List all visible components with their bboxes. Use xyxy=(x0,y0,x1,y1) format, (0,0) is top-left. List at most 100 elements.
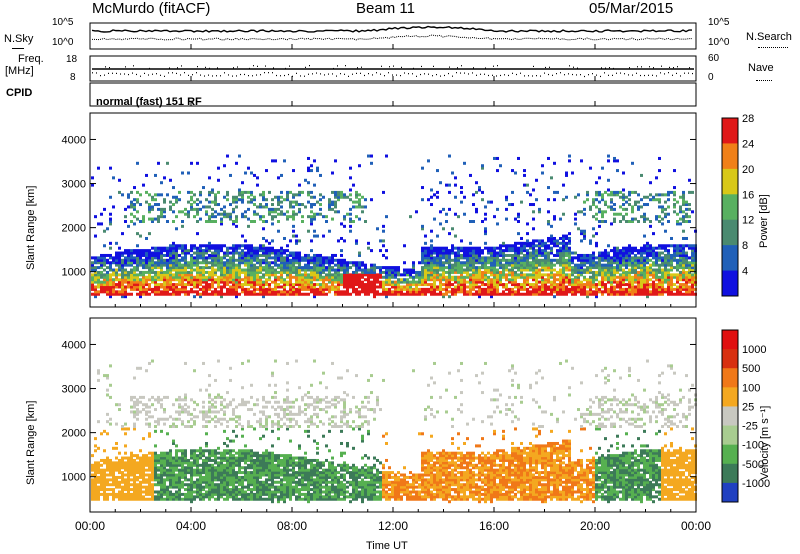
echo-cell xyxy=(532,256,535,260)
echo-cell xyxy=(151,454,154,458)
echo-cell xyxy=(541,171,544,175)
echo-cell xyxy=(178,275,181,279)
echo-cell xyxy=(253,275,256,279)
echo-cell xyxy=(274,195,277,199)
echo-cell xyxy=(487,268,490,272)
echo-cell xyxy=(91,495,94,499)
echo-cell xyxy=(391,280,394,284)
echo-cell xyxy=(244,253,247,257)
echo-cell xyxy=(421,266,424,270)
echo-cell xyxy=(418,275,421,279)
echo-cell xyxy=(196,207,199,211)
echo-cell xyxy=(553,253,556,257)
echo-cell xyxy=(136,249,139,253)
echo-cell xyxy=(553,198,556,202)
echo-cell xyxy=(172,273,175,277)
echo-cell xyxy=(649,220,652,224)
echo-cell xyxy=(106,280,109,284)
echo-cell xyxy=(517,275,520,279)
echo-cell xyxy=(670,253,673,257)
echo-cell xyxy=(523,258,526,262)
echo-cell xyxy=(448,285,451,289)
echo-cell xyxy=(598,270,601,274)
echo-cell xyxy=(334,200,337,204)
echo-cell xyxy=(295,266,298,270)
echo-cell xyxy=(373,290,376,294)
echo-cell xyxy=(430,266,433,270)
echo-cell xyxy=(256,249,259,253)
echo-cell xyxy=(148,266,151,270)
echo-cell xyxy=(544,246,547,250)
echo-cell xyxy=(211,275,214,279)
echo-cell xyxy=(508,263,511,267)
echo-cell xyxy=(580,263,583,267)
echo-cell xyxy=(370,280,373,284)
noise-traces xyxy=(91,25,693,41)
echo-cell xyxy=(553,217,556,221)
echo-cell xyxy=(475,285,478,289)
echo-cell xyxy=(481,278,484,282)
echo-cell xyxy=(175,490,178,494)
echo-cell xyxy=(625,256,628,260)
echo-cell xyxy=(346,263,349,267)
echo-cell xyxy=(430,246,433,250)
echo-cell xyxy=(547,275,550,279)
echo-cell xyxy=(631,292,634,296)
echo-cell xyxy=(133,268,136,272)
echo-cell xyxy=(622,246,625,250)
echo-cell xyxy=(493,261,496,265)
echo-cell xyxy=(328,200,331,204)
echo-cell xyxy=(529,273,532,277)
echo-cell xyxy=(637,249,640,253)
echo-cell xyxy=(604,220,607,224)
echo-cell xyxy=(568,273,571,277)
echo-cell xyxy=(625,273,628,277)
echo-cell xyxy=(547,258,550,262)
echo-cell xyxy=(238,285,241,289)
echo-cell xyxy=(109,195,112,199)
echo-cell xyxy=(649,249,652,253)
echo-cell xyxy=(364,290,367,294)
echo-cell xyxy=(508,203,511,207)
echo-cell xyxy=(544,249,547,253)
echo-cell xyxy=(595,212,598,216)
echo-cell xyxy=(148,256,151,260)
echo-cell xyxy=(601,198,604,202)
echo-cell xyxy=(118,268,121,272)
echo-cell xyxy=(520,263,523,267)
echo-cell xyxy=(631,275,634,279)
echo-cell xyxy=(559,246,562,250)
echo-cell xyxy=(445,183,448,187)
echo-cell xyxy=(229,251,232,255)
echo-cell xyxy=(112,292,115,296)
echo-cell xyxy=(568,251,571,255)
echo-cell xyxy=(157,458,160,462)
echo-cell xyxy=(178,417,181,421)
echo-cell xyxy=(604,273,607,277)
echo-cell xyxy=(157,480,160,484)
echo-cell xyxy=(316,258,319,262)
echo-cell xyxy=(265,273,268,277)
echo-cell xyxy=(586,193,589,197)
echo-cell xyxy=(298,287,301,291)
echo-cell xyxy=(148,253,151,257)
echo-cell xyxy=(190,205,193,209)
echo-cell xyxy=(334,273,337,277)
echo-cell xyxy=(175,497,178,501)
echo-cell xyxy=(139,485,142,489)
echo-cell xyxy=(109,483,112,487)
echo-cell xyxy=(244,171,247,175)
echo-cell xyxy=(184,425,187,429)
echo-cell xyxy=(217,280,220,284)
echo-cell xyxy=(241,215,244,219)
echo-cell xyxy=(148,210,151,214)
echo-cell xyxy=(478,253,481,257)
echo-cell xyxy=(427,246,430,250)
echo-cell xyxy=(151,415,154,419)
echo-cell xyxy=(496,261,499,265)
echo-cell xyxy=(544,253,547,257)
echo-cell xyxy=(163,176,166,180)
echo-cell xyxy=(124,220,127,224)
echo-cell xyxy=(229,215,232,219)
echo-cell xyxy=(163,417,166,421)
